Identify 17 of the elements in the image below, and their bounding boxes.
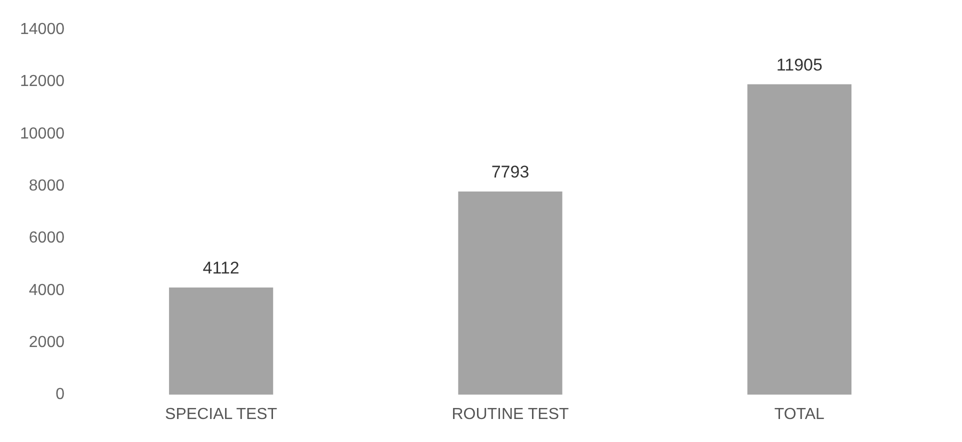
y-tick-label: 4000 bbox=[28, 282, 65, 299]
bar bbox=[458, 192, 562, 395]
bar bbox=[169, 288, 274, 395]
data-label: 4112 bbox=[202, 258, 240, 278]
x-tick-label: SPECIAL TEST bbox=[165, 406, 278, 423]
data-label: 7793 bbox=[491, 162, 530, 182]
x-tick-label: ROUTINE TEST bbox=[452, 406, 569, 423]
y-tick-label: 0 bbox=[56, 386, 65, 404]
bar bbox=[747, 84, 852, 395]
y-tick-label: 6000 bbox=[28, 230, 65, 247]
y-tick-label: 12000 bbox=[20, 73, 65, 90]
data-label: 11905 bbox=[776, 55, 822, 74]
y-tick-label: 2000 bbox=[28, 334, 65, 352]
y-tick-label: 14000 bbox=[20, 21, 65, 38]
y-tick-label: 10000 bbox=[20, 125, 65, 142]
x-tick-label: TOTAL bbox=[774, 406, 825, 423]
y-tick-label: 8000 bbox=[28, 178, 65, 195]
